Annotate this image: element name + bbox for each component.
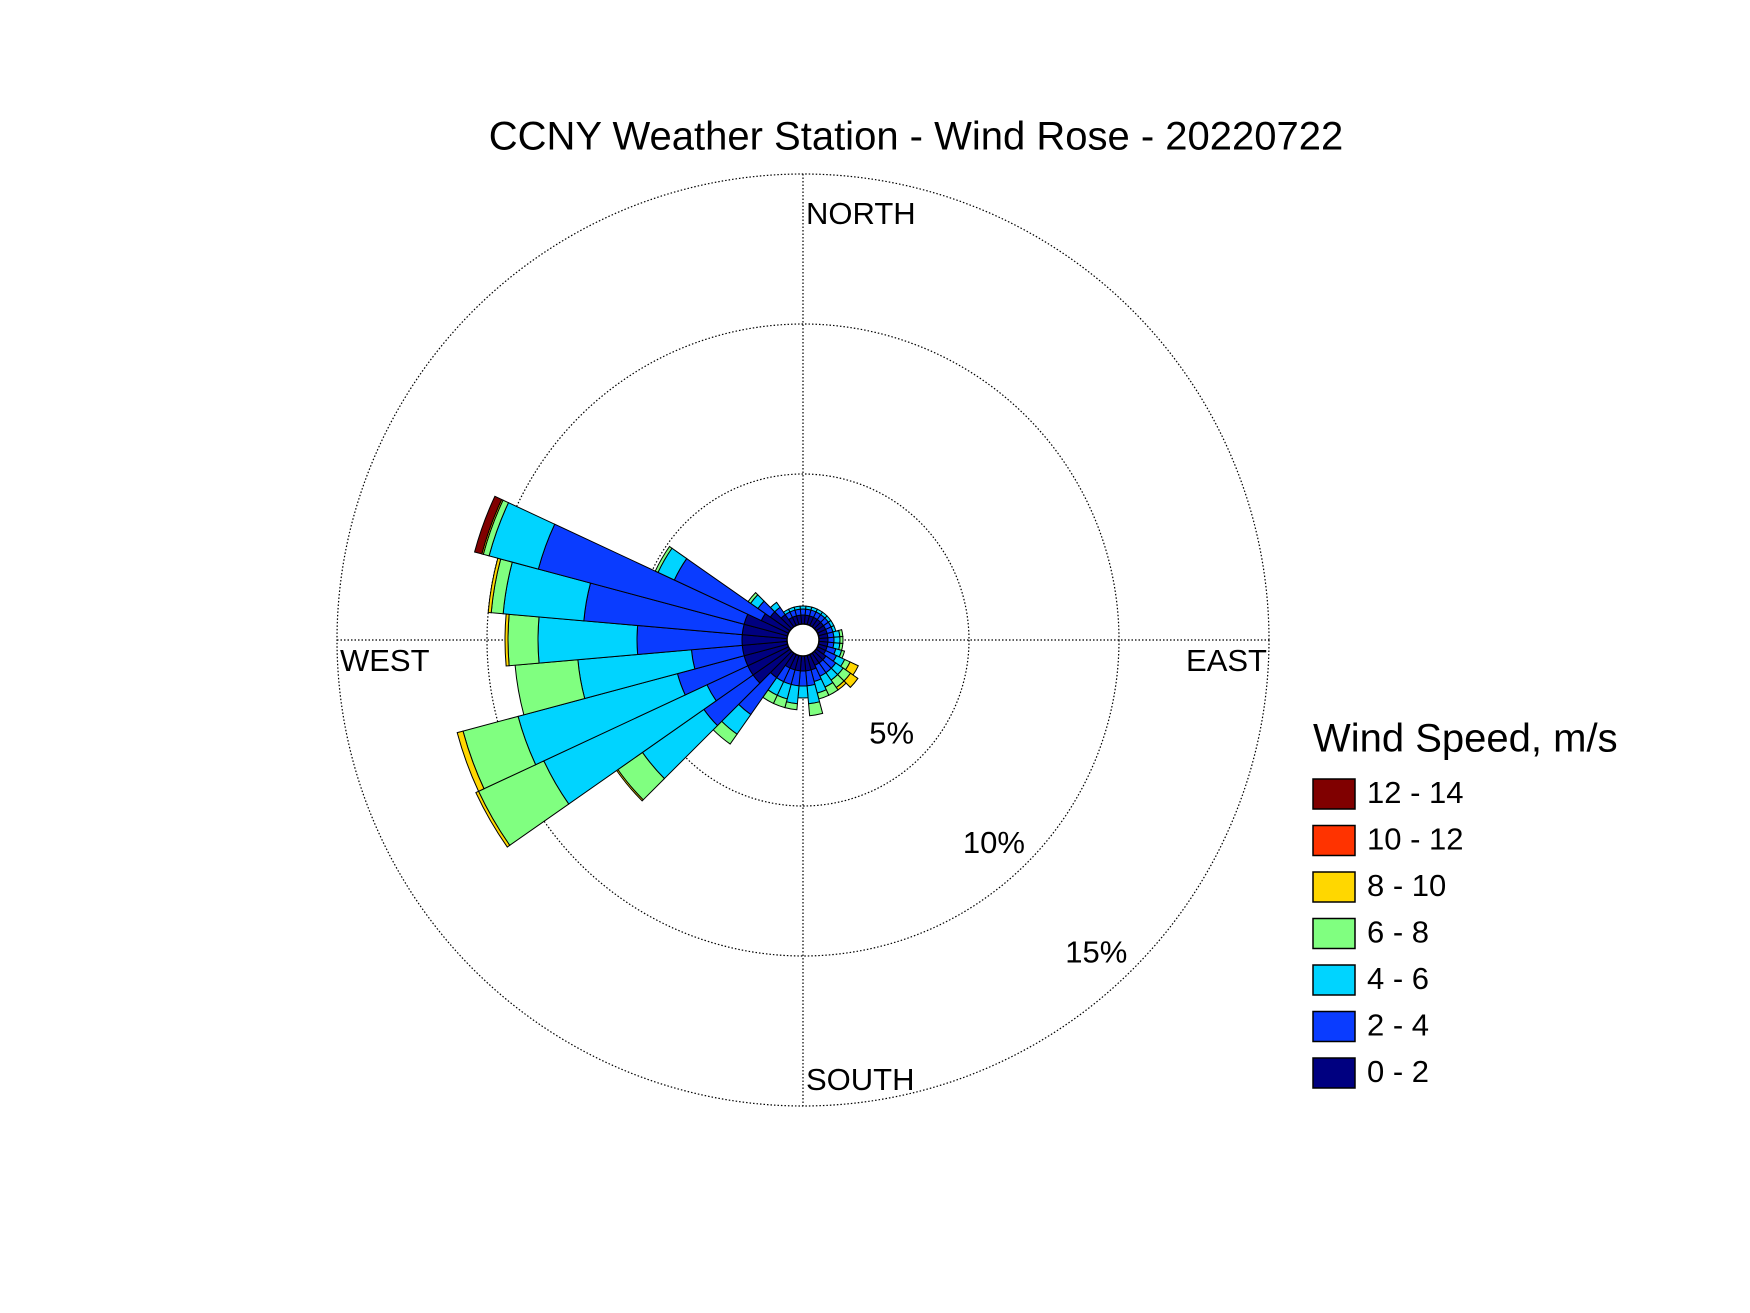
legend-swatch	[1312, 778, 1356, 810]
center-hole	[786, 623, 820, 657]
legend-title: Wind Speed, m/s	[1313, 717, 1618, 761]
wedge-segment	[808, 701, 824, 717]
legend-label: 0 - 2	[1367, 1054, 1429, 1089]
direction-label: EAST	[1186, 643, 1267, 678]
legend-label: 4 - 6	[1367, 961, 1429, 996]
wedge-segment	[799, 605, 807, 610]
wedge-segment	[473, 495, 503, 555]
grid-ring	[636, 473, 970, 807]
direction-label: WEST	[340, 643, 430, 678]
direction-label: NORTH	[806, 196, 916, 231]
legend-swatch	[1312, 964, 1356, 996]
legend-swatch	[1312, 1010, 1356, 1043]
legend-swatch	[1312, 1057, 1356, 1089]
r-tick-label: 10%	[963, 825, 1025, 860]
wedge-segment	[654, 545, 673, 574]
grid-ring	[336, 173, 1270, 1107]
chart-title: CCNY Weather Station - Wind Rose - 20220…	[489, 115, 1344, 159]
wedge-segment	[793, 605, 801, 611]
wedge-segment	[507, 613, 540, 667]
wedge-segment	[475, 790, 511, 848]
wedge-segment	[833, 636, 841, 644]
legend-label: 12 - 14	[1367, 775, 1464, 810]
r-tick-label: 15%	[1065, 935, 1127, 970]
legend-label: 2 - 4	[1367, 1008, 1429, 1043]
r-tick-label: 5%	[869, 715, 914, 750]
wedge-segment	[747, 591, 759, 604]
wedge-segment	[797, 685, 809, 699]
legend-swatch	[1312, 824, 1356, 857]
wedge-segment	[838, 629, 844, 638]
legend-label: 8 - 10	[1367, 868, 1446, 903]
direction-label: SOUTH	[806, 1062, 915, 1097]
grid-ring	[486, 323, 1120, 957]
wedge-segment	[839, 635, 844, 645]
legend-swatch	[1312, 917, 1356, 950]
legend-label: 6 - 8	[1367, 915, 1429, 950]
legend-label: 10 - 12	[1367, 822, 1464, 857]
wedge-segment	[769, 601, 781, 613]
wedge-segment	[456, 730, 485, 792]
wedge-segment	[843, 672, 859, 689]
legend-swatch	[1312, 871, 1356, 903]
